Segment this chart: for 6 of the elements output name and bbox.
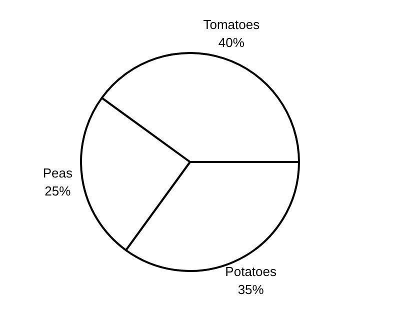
slice-label: Tomatoes [203, 17, 260, 32]
slice-label: Peas [42, 166, 73, 181]
slice-label: Potatoes [225, 264, 277, 279]
data-label: 25% [44, 184, 72, 199]
data-label: 40% [218, 35, 245, 50]
data-label: 35% [238, 282, 264, 297]
